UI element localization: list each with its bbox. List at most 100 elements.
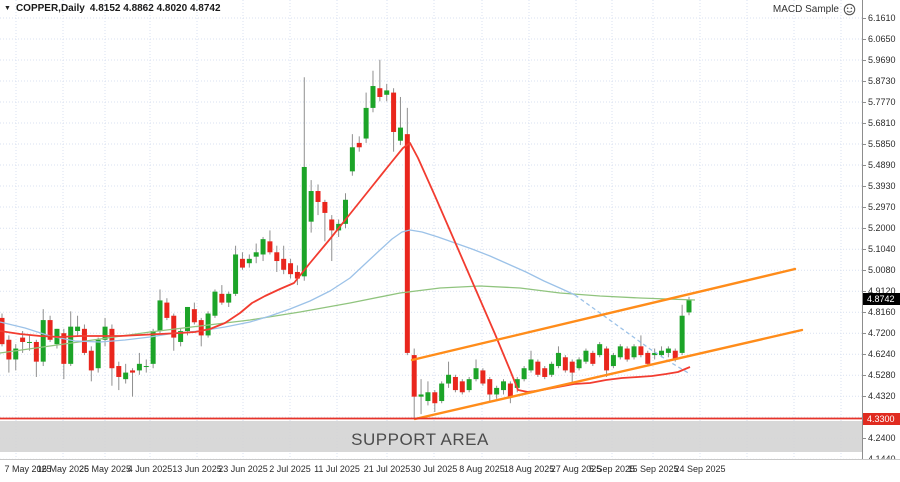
candle (604, 348, 610, 371)
ea-smiley-icon[interactable] (843, 3, 856, 16)
candle (47, 320, 53, 340)
candle (418, 394, 424, 397)
candle (343, 199, 348, 224)
candle (686, 299, 692, 313)
chevron-down-icon[interactable]: ▼ (4, 5, 11, 12)
candle (226, 293, 232, 303)
axis-tick (863, 17, 866, 19)
axis-tick (863, 374, 866, 376)
axis-tick (863, 59, 866, 61)
date-label: 23 Jun 2025 (218, 464, 268, 474)
candle (157, 300, 163, 332)
candle (514, 379, 520, 388)
candle (535, 361, 541, 375)
price-label: 4.2400 (868, 433, 896, 444)
ohlc-values: 4.8152 4.8862 4.8020 4.8742 (89, 3, 221, 14)
axis-tick (863, 332, 866, 334)
price-chart[interactable] (0, 0, 862, 482)
candle (95, 339, 101, 369)
candle (171, 315, 177, 338)
candle (164, 302, 170, 318)
candle (13, 348, 19, 360)
ma-mid-blue-dashed (574, 294, 691, 375)
candle (102, 326, 108, 340)
candle (590, 352, 596, 364)
candle (6, 339, 12, 360)
price-label: 4.6240 (868, 349, 896, 360)
candle (425, 392, 431, 402)
candle (329, 219, 335, 231)
candle (631, 346, 637, 358)
candle (239, 258, 245, 268)
axis-tick (863, 437, 866, 439)
axis-tick (863, 185, 866, 187)
candle (645, 352, 651, 364)
date-label: 27 Aug 2025 (550, 464, 602, 474)
candle (198, 320, 204, 336)
support-area-band[interactable] (0, 421, 862, 452)
time-axis[interactable]: 7 May 2025 16 May 2025 26 May 2025 4 Jun 20… (0, 459, 900, 482)
price-label: 5.2970 (868, 202, 896, 212)
channel-lower[interactable] (413, 328, 804, 421)
price-label: 5.5850 (868, 139, 896, 149)
axis-tick (863, 395, 866, 397)
axis-tick (863, 353, 866, 355)
symbol-name: COPPER,Daily (15, 3, 85, 14)
candle (480, 370, 486, 384)
candle (542, 368, 548, 377)
price-axis[interactable]: 6.1610 6.0650 5.9690 5.8730 5.7770 5.6810 5.58… (862, 0, 900, 464)
candle (267, 241, 273, 253)
price-label: 5.2000 (868, 223, 896, 234)
candle (473, 368, 479, 380)
candle (219, 293, 225, 303)
candle (68, 326, 74, 364)
candle (294, 271, 300, 279)
expert-advisor-label: MACD Sample (773, 3, 856, 16)
candle (322, 201, 328, 213)
date-label: 21 Jul 2025 (363, 464, 411, 474)
candle (679, 315, 685, 353)
candle (638, 346, 644, 356)
price-label: 5.3930 (868, 181, 896, 191)
date-label: 18 Aug 2025 (503, 464, 555, 474)
candle (446, 374, 452, 384)
candle (501, 381, 507, 391)
candle (487, 379, 493, 395)
candle (308, 191, 314, 222)
candle (349, 147, 355, 172)
candle (184, 306, 190, 332)
date-label: 8 Aug 2025 (459, 464, 505, 474)
candle (301, 166, 307, 277)
candle (281, 258, 287, 270)
candle (75, 326, 81, 332)
price-label: 4.5280 (868, 370, 896, 381)
candle (233, 254, 239, 294)
candle (88, 350, 94, 371)
candle (432, 392, 438, 404)
price-label: 6.1610 (868, 13, 896, 23)
candle (191, 309, 197, 323)
candle (452, 376, 458, 391)
channel-upper[interactable] (410, 267, 797, 362)
axis-tick (863, 38, 866, 40)
candle (288, 263, 294, 275)
date-label: 7 May 2025 (4, 464, 52, 474)
candle (274, 252, 280, 262)
candle (136, 363, 142, 371)
candle (562, 357, 568, 371)
axis-tick (863, 269, 866, 271)
axis-tick (863, 311, 866, 313)
candle (494, 387, 500, 395)
candle (411, 355, 417, 397)
date-label: 2 Jul 2025 (269, 464, 311, 474)
axis-tick (863, 206, 866, 208)
candle (61, 333, 67, 364)
date-label: 13 Jun 2025 (172, 464, 222, 474)
candle (549, 363, 555, 375)
candle (370, 86, 376, 108)
price-label: 5.4890 (868, 160, 896, 170)
candle (253, 252, 259, 257)
candle (123, 372, 129, 380)
axis-tick (863, 80, 866, 82)
